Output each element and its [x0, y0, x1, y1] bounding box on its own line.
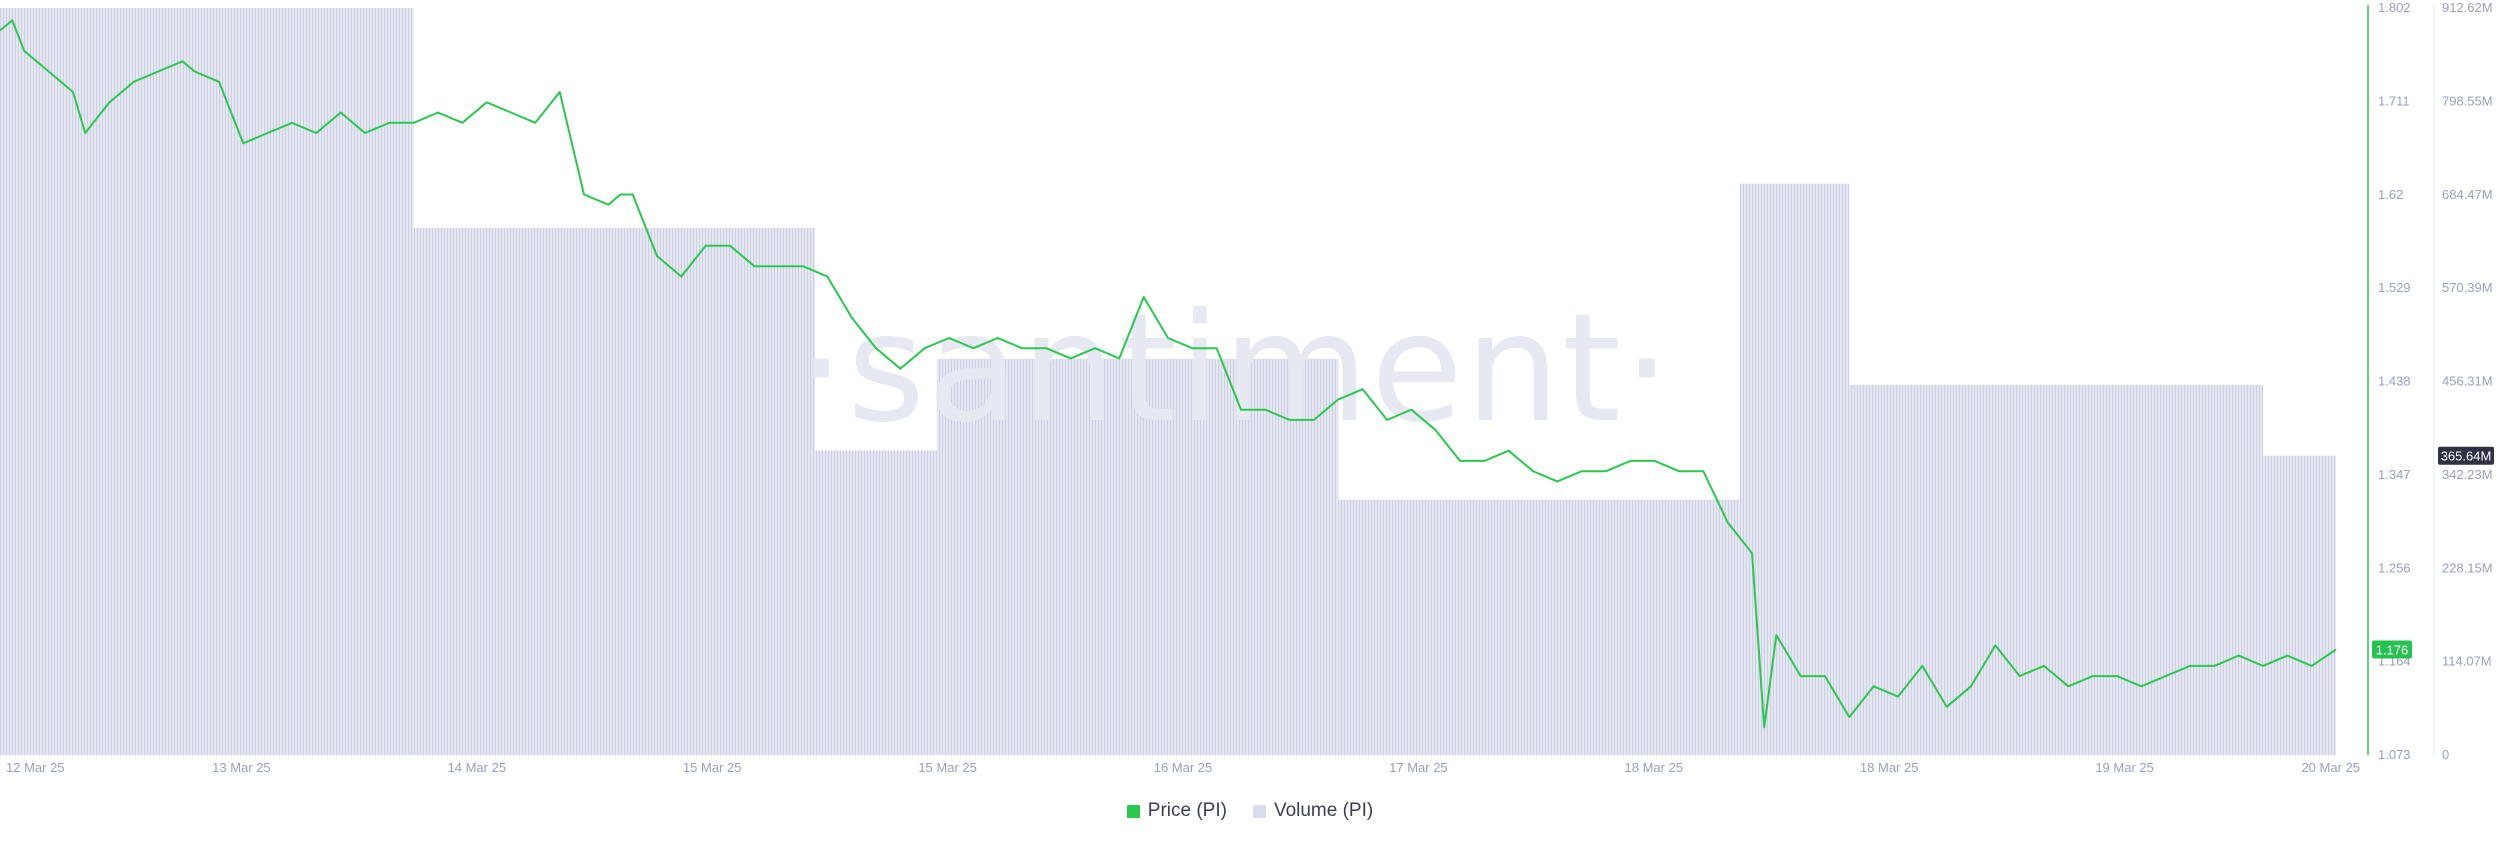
price-current-badge — [2372, 640, 2412, 659]
volume-swatch-icon — [1252, 804, 1266, 818]
volume-tick-label: 798.55M — [2442, 93, 2493, 108]
price-axis-ticks: 1.8021.7111.621.5291.4381.3471.2561.1641… — [2378, 0, 2411, 762]
price-swatch-icon — [1126, 804, 1140, 818]
volume-bar — [1849, 385, 2263, 755]
price-line-layer — [0, 19, 2337, 729]
volume-tick-label: 912.62M — [2442, 0, 2493, 15]
volume-tick-label: 228.15M — [2442, 560, 2493, 575]
volume-bar — [1739, 183, 1850, 756]
volume-bar — [815, 450, 937, 755]
x-tick-label: 15 Mar 25 — [683, 760, 742, 775]
legend-item-volume[interactable]: Volume (PI) — [1252, 800, 1374, 822]
x-tick-label: 14 Mar 25 — [448, 760, 507, 775]
price-current-value: 1.176 — [2376, 642, 2409, 657]
volume-tick-label: 0 — [2442, 747, 2449, 762]
legend: Price (PI) Volume (PI) — [0, 800, 2500, 822]
volume-tick-label: 570.39M — [2442, 280, 2493, 295]
volume-bar — [0, 8, 414, 755]
price-tick-label: 1.256 — [2378, 560, 2411, 575]
legend-volume-label: Volume (PI) — [1273, 800, 1374, 821]
volume-bar — [936, 358, 1339, 755]
volume-bar — [1338, 499, 1740, 755]
price-line — [0, 19, 2337, 729]
x-tick-label: 20 Mar 25 — [2301, 760, 2360, 775]
price-tick-label: 1.711 — [2378, 93, 2410, 108]
volume-tick-label: 456.31M — [2442, 374, 2493, 389]
volume-bars — [0, 8, 2336, 756]
volume-current-value: 365.64M — [2441, 449, 2492, 464]
volume-tick-label: 684.47M — [2442, 187, 2493, 202]
volume-bar — [413, 227, 816, 755]
volume-bar — [2263, 455, 2336, 755]
price-tick-label: 1.438 — [2378, 374, 2411, 389]
price-tick-label: 1.073 — [2378, 747, 2411, 762]
value-badges: 1.176 365.64M — [2372, 446, 2494, 659]
legend-price-label: Price (PI) — [1147, 800, 1227, 821]
price-tick-label: 1.62 — [2378, 187, 2403, 202]
watermark: ·santiment· — [797, 282, 1672, 456]
x-tick-label: 18 Mar 25 — [1625, 760, 1684, 775]
x-tick-label: 12 Mar 25 — [6, 760, 65, 775]
volume-tick-label: 342.23M — [2442, 467, 2493, 482]
price-tick-label: 1.347 — [2378, 467, 2411, 482]
volume-tick-label: 114.07M — [2442, 654, 2492, 669]
x-tick-label: 19 Mar 25 — [2095, 760, 2154, 775]
x-tick-label: 18 Mar 25 — [1860, 760, 1919, 775]
x-axis-ticks: 12 Mar 25 13 Mar 25 14 Mar 25 15 Mar 25 15 M… — [6, 760, 2360, 775]
volume-current-badge — [2438, 446, 2494, 465]
x-tick-label: 15 Mar 25 — [918, 760, 977, 775]
legend-item-price[interactable]: Price (PI) — [1126, 800, 1227, 822]
x-tick-label: 13 Mar 25 — [212, 760, 271, 775]
x-tick-label: 17 Mar 25 — [1389, 760, 1448, 775]
price-tick-label: 1.529 — [2378, 280, 2411, 295]
volume-axis-ticks: 912.62M 798.55M 684.47M 570.39M 456.31M 342.2… — [2442, 0, 2493, 762]
x-tick-label: 16 Mar 25 — [1154, 760, 1213, 775]
price-tick-label: 1.802 — [2378, 0, 2411, 15]
